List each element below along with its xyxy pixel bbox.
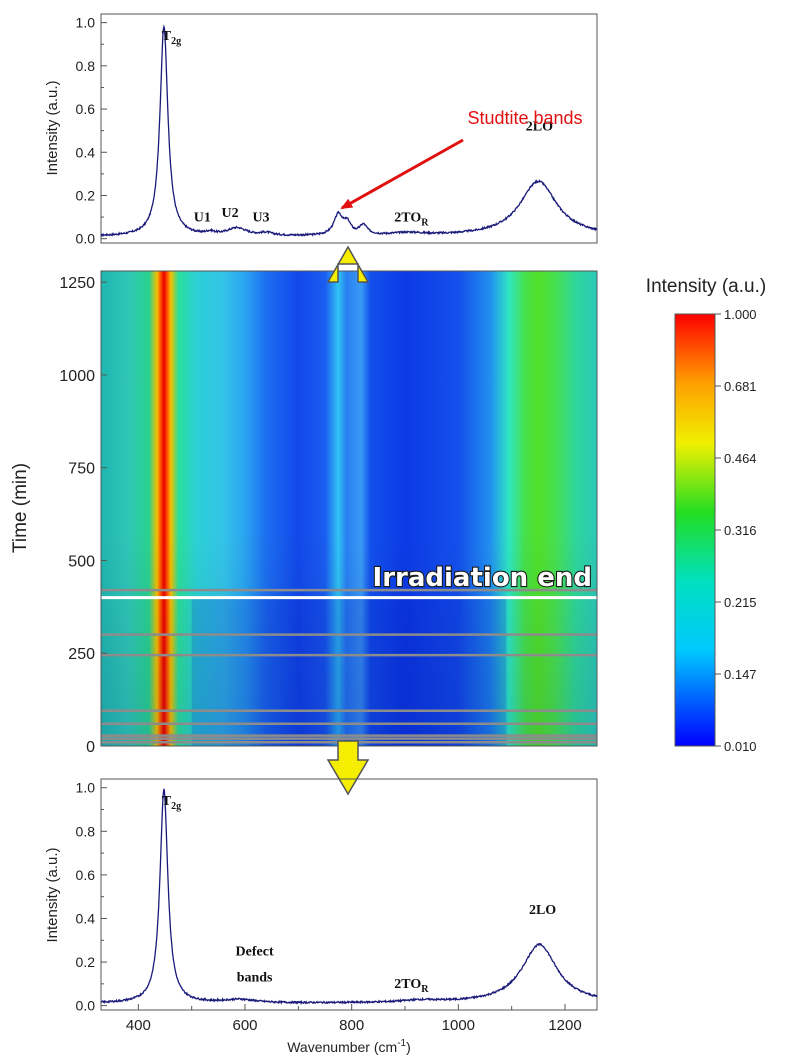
y-tick-label: 0.8 xyxy=(76,823,96,839)
peak-label-main: U2 xyxy=(222,206,239,221)
colorbar-ticks: 1.000 0.681 0.464 0.316 0.215 0.147 0.010 xyxy=(715,307,757,754)
x-tick-label: 800 xyxy=(339,1017,364,1034)
colorbar-tick-label: 0.010 xyxy=(724,739,757,754)
colorbar-title: Intensity (a.u.) xyxy=(646,276,766,297)
peak-label-sub: R xyxy=(421,984,429,995)
y-tick-label: 0.6 xyxy=(76,867,96,883)
heatmap-y-axis-label: Time (min) xyxy=(10,463,31,553)
peak-label-main: T xyxy=(162,29,172,44)
y-tick-label: 0.4 xyxy=(76,910,96,926)
peak-label: T2g xyxy=(162,794,181,812)
x-tick-label: 1000 xyxy=(442,1017,475,1034)
irradiation-end-label: Irradiation end xyxy=(373,563,592,593)
peak-label: U1 xyxy=(194,210,211,225)
colorbar-tick-label: 1.000 xyxy=(724,307,757,322)
studtite-callout-label: Studtite bands xyxy=(467,108,582,128)
peak-label-main: Defect xyxy=(236,945,274,960)
x-axis-label-main: Wavenumber (cm xyxy=(287,1039,397,1055)
bottom-plot-frame xyxy=(100,778,598,1011)
peak-label: 2LO xyxy=(529,903,556,918)
bottom-x-ticks: 400 600 800 1000 1200 xyxy=(126,1004,582,1034)
colorbar-tick-label: 0.215 xyxy=(724,595,757,610)
y-tick-label: 0.6 xyxy=(76,101,96,117)
studtite-callout-arrow xyxy=(340,138,464,210)
peak-label-main: U3 xyxy=(252,210,269,225)
y-tick-label: 0.8 xyxy=(76,58,96,74)
x-axis-label-sup: -1 xyxy=(397,1038,406,1049)
peak-label-main: 2TO xyxy=(394,977,421,992)
y-tick-label: 0.2 xyxy=(76,954,96,970)
colorbar-tick-label: 0.316 xyxy=(724,523,757,538)
x-tick-label: 1200 xyxy=(548,1017,581,1034)
y-tick-label: 0.0 xyxy=(76,998,96,1014)
x-axis-label-end: ) xyxy=(406,1039,411,1055)
y-tick-label: 250 xyxy=(68,646,95,663)
y-tick-label: 0.4 xyxy=(76,144,96,160)
peak-label-main: 2LO xyxy=(529,903,556,918)
peak-label: T2g xyxy=(162,29,181,47)
peak-label-sub: R xyxy=(421,217,429,228)
peak-label: 2TOR xyxy=(394,977,429,995)
y-tick-label: 0.0 xyxy=(76,231,96,247)
y-tick-label: 1.0 xyxy=(76,780,96,796)
peak-label: 2LO xyxy=(526,120,553,135)
x-axis-label: Wavenumber (cm-1) xyxy=(287,1038,411,1055)
top-y-ticks: 0.0 0.2 0.4 0.6 0.8 1.0 xyxy=(76,15,107,247)
peak-label-sub: 2g xyxy=(171,36,181,47)
peak-label-main: 2LO xyxy=(526,120,553,135)
irradiation-region xyxy=(191,597,507,746)
peak-label: Defect xyxy=(236,945,274,960)
peak-label-main: bands xyxy=(237,971,273,986)
bottom-annotations: T2g Defect bands 2TOR 2LO xyxy=(162,794,557,995)
colorbar: Intensity (a.u.) 1.000 0.681 0.464 0.316 0.2… xyxy=(646,276,766,754)
y-tick-label: 750 xyxy=(68,461,95,478)
peak-label-sub: 2g xyxy=(171,801,181,812)
x-tick-label: 400 xyxy=(126,1017,151,1034)
peak-label: U2 xyxy=(222,206,239,221)
top-annotations: T2g U1 U2 U3 2TOR 2LO xyxy=(162,29,553,228)
peak-label-main: 2TO xyxy=(394,210,421,225)
top-spectrum-panel: 0.0 0.2 0.4 0.6 0.8 1.0 T2g U1 U2 U3 2TOR 2LO Inte… xyxy=(44,13,598,247)
bottom-spectrum-panel: 0.0 0.2 0.4 0.6 0.8 1.0 400 600 800 1000 1200 T2g… xyxy=(44,778,598,1055)
colorbar-tick-label: 0.464 xyxy=(724,451,757,466)
heatmap-y-ticks: 0 250 500 750 1000 1250 xyxy=(59,275,107,756)
yellow-up-arrow xyxy=(326,245,370,283)
yellow-down-arrow xyxy=(326,740,370,796)
bottom-y-axis-label: Intensity (a.u.) xyxy=(44,847,61,942)
colorbar-tick-label: 0.681 xyxy=(724,379,757,394)
y-tick-label: 500 xyxy=(68,553,95,570)
peak-label-main: U1 xyxy=(194,210,211,225)
y-tick-label: 1.0 xyxy=(76,15,96,31)
top-plot-frame xyxy=(100,13,598,244)
peak-label: 2TOR xyxy=(394,210,429,228)
top-y-axis-label: Intensity (a.u.) xyxy=(44,80,61,175)
heatmap-shading xyxy=(101,271,597,746)
heatmap-panel: Irradiation end 0 250 500 750 1000 1250 Time … xyxy=(10,245,598,796)
peak-label-main: T xyxy=(162,794,172,809)
y-tick-label: 0.2 xyxy=(76,187,96,203)
heatmap-gray-lines xyxy=(101,588,597,744)
y-tick-label: 1000 xyxy=(59,368,95,385)
bottom-y-ticks: 0.0 0.2 0.4 0.6 0.8 1.0 xyxy=(76,780,107,1014)
x-tick-label: 600 xyxy=(232,1017,257,1034)
colorbar-tick-label: 0.147 xyxy=(724,667,757,682)
y-tick-label: 1250 xyxy=(59,275,95,292)
colorbar-gradient xyxy=(674,313,716,747)
top-spectrum-line xyxy=(100,24,598,237)
bottom-spectrum-line xyxy=(100,788,598,1006)
peak-label: U3 xyxy=(252,210,269,225)
y-tick-label: 0 xyxy=(86,739,95,756)
peak-label: bands xyxy=(237,971,273,986)
